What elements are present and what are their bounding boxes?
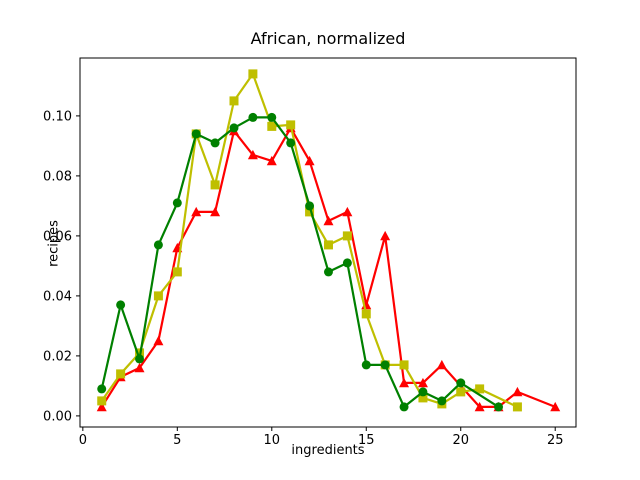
- red-triangle-series-marker: [153, 335, 164, 346]
- yellow-square-series-line: [100, 72, 518, 408]
- yellow-square-series-marker: [323, 240, 333, 250]
- green-circle-series-marker: [361, 360, 371, 370]
- x-tick-label: 10: [264, 433, 281, 448]
- y-tick-label: 0.00: [43, 409, 72, 424]
- red-triangle-series-marker: [304, 155, 315, 166]
- yellow-square-series-marker: [286, 120, 296, 130]
- red-triangle-series-marker: [512, 386, 523, 397]
- red-triangle-series-marker: [342, 206, 353, 217]
- yellow-square-series-marker: [97, 396, 107, 406]
- red-triangle-series-marker: [550, 401, 561, 412]
- red-triangle-series-marker: [247, 149, 258, 160]
- y-tick-label: 0.08: [43, 169, 72, 184]
- red-triangle-series-marker: [191, 206, 202, 217]
- red-triangle-series-marker: [210, 206, 221, 217]
- y-tick-label: 0.04: [43, 289, 72, 304]
- x-tick-label: 5: [173, 433, 181, 448]
- x-tick-label: 20: [452, 433, 469, 448]
- green-circle-series-marker: [248, 112, 258, 122]
- green-circle-series-marker: [494, 402, 504, 412]
- yellow-square-series-marker: [229, 96, 239, 106]
- red-triangle-series-marker: [323, 215, 334, 226]
- yellow-square-series-marker: [116, 369, 126, 379]
- red-triangle-series-marker: [96, 401, 107, 412]
- green-circle-series-marker: [229, 123, 239, 133]
- green-circle-series-marker: [380, 360, 390, 370]
- yellow-square-series-marker: [475, 384, 485, 394]
- y-tick-label: 0.06: [43, 229, 72, 244]
- green-circle-series-marker: [172, 198, 182, 208]
- green-circle-series-marker: [286, 138, 296, 148]
- yellow-square-series-marker: [153, 291, 163, 301]
- x-tick-label: 0: [79, 433, 87, 448]
- green-circle-series-marker: [305, 201, 315, 211]
- red-triangle-series-marker: [380, 230, 391, 241]
- yellow-square-series-marker: [512, 402, 522, 412]
- green-circle-series-marker: [97, 384, 107, 394]
- yellow-square-series-marker: [361, 309, 371, 319]
- green-circle-series-marker: [399, 402, 409, 412]
- red-triangle-series-marker: [399, 377, 410, 388]
- yellow-square-series-marker: [172, 267, 182, 277]
- green-circle-series-marker: [191, 129, 201, 139]
- yellow-square-series-marker: [418, 393, 428, 403]
- red-triangle-series-marker: [266, 155, 277, 166]
- green-circle-series-marker: [135, 354, 145, 364]
- red-triangle-series-marker: [474, 401, 485, 412]
- yellow-square-series-marker: [399, 360, 409, 370]
- green-circle-series-marker: [267, 112, 277, 122]
- yellow-square-series-marker: [267, 121, 277, 131]
- green-circle-series-marker: [153, 240, 163, 250]
- red-triangle-series-marker: [436, 359, 447, 370]
- red-triangle-series-marker: [134, 362, 145, 373]
- green-circle-series-marker: [456, 378, 466, 388]
- green-circle-series-marker: [418, 387, 428, 397]
- yellow-square-series-marker: [456, 387, 466, 397]
- yellow-square-series-marker: [305, 207, 315, 217]
- green-circle-series-marker: [323, 267, 333, 277]
- y-tick-label: 0.02: [43, 349, 72, 364]
- yellow-square-series-marker: [210, 180, 220, 190]
- green-circle-series-marker: [342, 258, 352, 268]
- red-triangle-series-marker: [417, 377, 428, 388]
- chart-title: African, normalized: [250, 29, 406, 48]
- x-tick-label: 25: [547, 433, 564, 448]
- y-tick-label: 0.10: [43, 109, 72, 124]
- x-tick-label: 15: [358, 433, 375, 448]
- green-circle-series-marker: [210, 138, 220, 148]
- x-axis-label: ingredients: [291, 443, 365, 458]
- yellow-square-series-marker: [342, 231, 352, 241]
- green-circle-series-marker: [437, 396, 447, 406]
- green-circle-series-marker: [116, 300, 126, 310]
- yellow-square-series-marker: [248, 69, 258, 79]
